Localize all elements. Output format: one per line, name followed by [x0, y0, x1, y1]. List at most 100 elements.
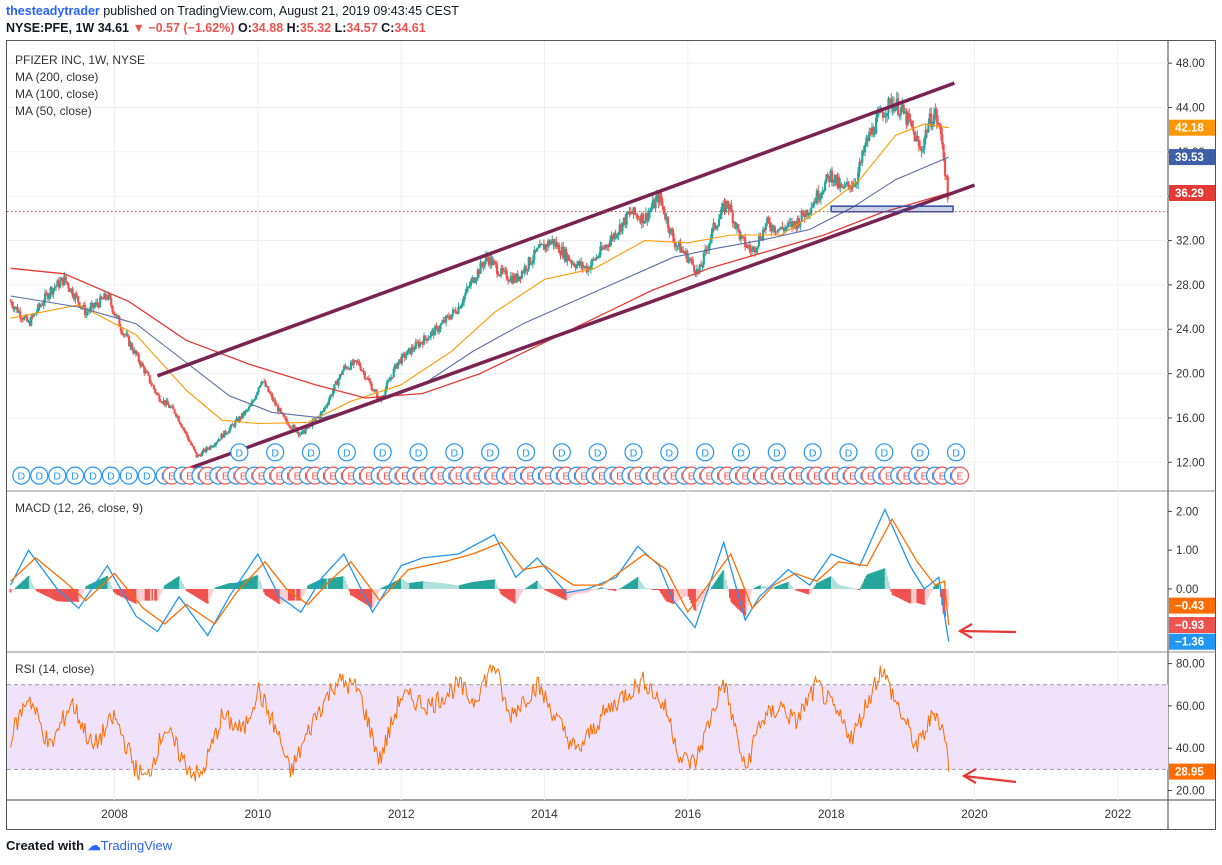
open-value: 34.88	[251, 21, 284, 35]
candle-body	[715, 227, 718, 229]
macd-histogram-bar	[760, 585, 763, 589]
macd-histogram-bar	[549, 588, 552, 593]
candle-body	[596, 257, 599, 259]
macd-histogram-bar	[719, 574, 722, 589]
earnings-marker-label: E	[329, 471, 336, 483]
candle-body	[359, 365, 362, 371]
x-tick-label: 2014	[531, 807, 558, 821]
candle-body	[841, 186, 845, 189]
candle-body	[691, 259, 694, 266]
candle-body	[719, 214, 722, 220]
macd-histogram-bar	[848, 587, 851, 589]
candle-body	[238, 416, 241, 422]
macd-histogram-bar	[702, 588, 705, 599]
macd-histogram-bar	[276, 588, 279, 604]
candle-body	[48, 294, 51, 299]
candle-body	[881, 112, 885, 118]
ma100-legend[interactable]: MA (100, close)	[15, 87, 99, 101]
candle-body	[734, 222, 737, 229]
candle-body	[763, 229, 766, 231]
macd-histogram-bar	[367, 588, 370, 606]
candle-body	[274, 399, 277, 405]
candle-body	[659, 192, 663, 202]
candle-body	[293, 425, 296, 428]
earnings-marker-label: E	[455, 471, 462, 483]
ma50-legend[interactable]: MA (50, close)	[15, 104, 92, 118]
macd-histogram-bar	[865, 575, 868, 589]
candle-body	[229, 424, 233, 429]
candle-body	[876, 112, 879, 118]
candle-body	[846, 181, 849, 185]
candle-body	[495, 264, 499, 275]
macd-histogram-bar	[315, 581, 318, 589]
macd-histogram-bar	[330, 578, 333, 589]
candle-body	[564, 248, 568, 262]
macd-histogram-bar	[884, 571, 887, 589]
macd-histogram-bar	[757, 585, 760, 589]
macd-histogram-bar	[589, 588, 592, 592]
candle-body	[112, 312, 116, 314]
candle-body	[24, 315, 27, 317]
macd-histogram-bar	[154, 588, 157, 601]
macd-histogram-bar	[853, 588, 856, 590]
candle-body	[183, 428, 186, 431]
macd-histogram-bar	[100, 578, 103, 589]
macd-histogram-bar	[439, 583, 442, 589]
candle-body	[788, 222, 791, 224]
published-text: published on TradingView.com, August 21,…	[103, 4, 459, 18]
candle-body	[465, 287, 468, 293]
macd-histogram-bar	[600, 587, 603, 589]
macd-histogram-bar	[472, 581, 475, 589]
candle-body	[405, 355, 408, 358]
candle-body	[753, 247, 756, 253]
earnings-marker-label: E	[437, 471, 444, 483]
candle-body	[268, 391, 271, 394]
candle-body	[766, 217, 769, 224]
macd-histogram-bar	[334, 577, 337, 589]
candle-body	[246, 409, 249, 411]
macd-histogram-bar	[485, 580, 488, 589]
macd-histogram-bar	[72, 588, 75, 602]
macd-histogram-bar	[784, 583, 787, 589]
dividend-marker: D	[946, 443, 966, 462]
macd-histogram-bar	[209, 588, 212, 598]
candle-body	[916, 135, 919, 140]
macd-histogram-bar	[312, 582, 315, 589]
macd-histogram-bar	[434, 582, 437, 589]
dividend-marker-label: D	[35, 471, 43, 483]
macd-histogram-bar	[9, 588, 12, 593]
macd-histogram-bar	[398, 579, 401, 589]
candle-body	[489, 257, 492, 265]
rsi-legend[interactable]: RSI (14, close)	[15, 662, 95, 676]
dividend-marker-circle	[911, 443, 930, 462]
chart-frame[interactable]	[6, 40, 1216, 830]
candle-body	[818, 198, 821, 201]
macd-histogram-bar	[578, 588, 581, 594]
macd-histogram-bar	[588, 588, 591, 592]
macd-legend[interactable]: MACD (12, 26, close, 9)	[15, 501, 144, 515]
x-tick-label: 2022	[1104, 807, 1131, 821]
candle-body	[41, 305, 44, 307]
ma200-legend[interactable]: MA (200, close)	[15, 70, 99, 84]
macd-histogram-bar	[12, 588, 15, 590]
tradingview-brand[interactable]: TradingView	[100, 838, 173, 853]
candle-body	[795, 223, 798, 229]
macd-histogram-bar	[607, 588, 610, 590]
macd-histogram-bar	[595, 588, 598, 590]
author-link[interactable]: thesteadytrader	[6, 4, 100, 18]
macd-histogram-bar	[618, 588, 621, 590]
candle-body	[461, 302, 464, 305]
x-tick-label: 2012	[388, 807, 415, 821]
candle-body	[541, 244, 544, 246]
macd-histogram-bar	[511, 588, 514, 602]
candle-body	[793, 221, 796, 224]
macd-histogram-bar	[77, 588, 80, 602]
macd-histogram-bar	[700, 588, 703, 603]
macd-histogram-bar	[79, 588, 82, 598]
candle-body	[482, 265, 485, 267]
macd-histogram-bar	[107, 578, 110, 589]
candle-body	[701, 264, 704, 267]
macd-histogram-bar	[88, 584, 91, 589]
macd-histogram-bar	[465, 583, 468, 589]
